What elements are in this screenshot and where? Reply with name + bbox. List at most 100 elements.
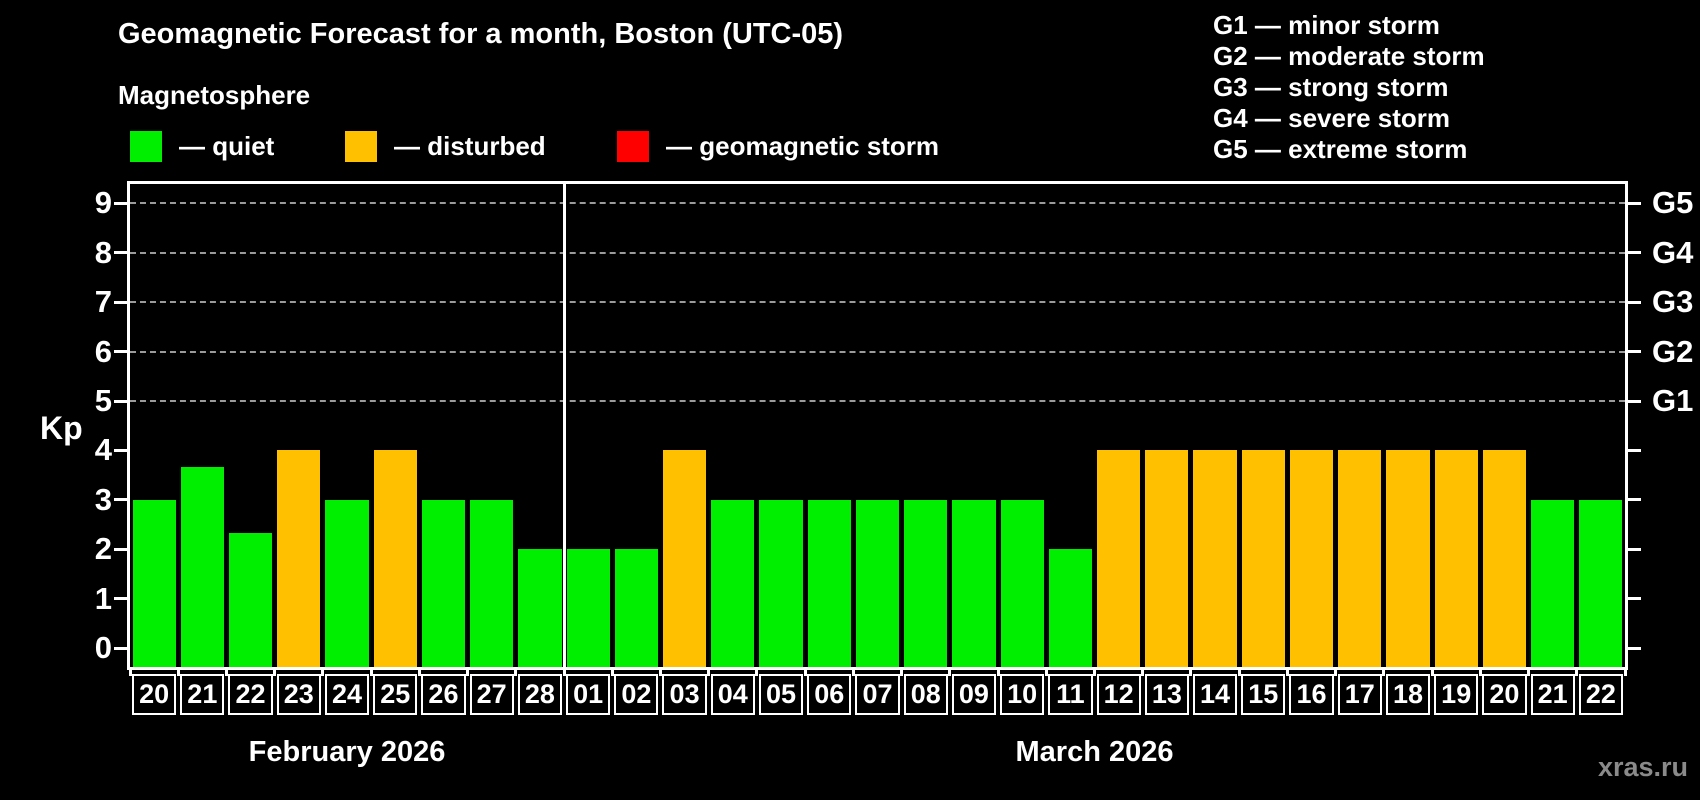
y-tick-label-0: 0	[94, 630, 112, 665]
bar-day-11-19	[1048, 549, 1092, 667]
x-tick-2	[224, 667, 228, 676]
x-tick-14	[803, 667, 807, 676]
y-tick-right-4	[1625, 448, 1641, 452]
storm-scale-line-g3: G3 — strong storm	[1213, 72, 1449, 102]
day-label-16-24: 16	[1289, 674, 1334, 715]
x-tick-1	[176, 667, 180, 676]
x-tick-28	[1478, 667, 1482, 676]
day-label-27-7: 27	[469, 674, 514, 715]
plot-frame	[127, 181, 1628, 670]
y-tick-right-7	[1625, 300, 1641, 304]
y-tick-label-8: 8	[94, 234, 112, 270]
y-tick-label-2: 2	[94, 531, 112, 567]
x-tick-22	[1189, 667, 1193, 676]
x-tick-8	[514, 667, 518, 676]
day-label-24-4: 24	[324, 674, 370, 715]
day-label-26-6: 26	[421, 674, 466, 715]
bar-day-21-1	[180, 466, 224, 667]
day-label-14-22: 14	[1192, 674, 1238, 715]
watermark: xras.ru	[1597, 752, 1688, 782]
bar-day-23-3	[277, 450, 321, 667]
day-label-11-19: 11	[1048, 674, 1093, 715]
y-tick-right-8	[1625, 251, 1641, 255]
bar-day-22-30	[1579, 499, 1623, 667]
day-label-28-8: 28	[517, 674, 563, 715]
day-label-20-28: 20	[1482, 674, 1527, 715]
bar-day-04-12	[711, 499, 755, 667]
right-axis-label-g3: G3	[1652, 284, 1694, 320]
legend-label-storm: — geomagnetic storm	[666, 131, 940, 161]
bar-day-27-7	[470, 499, 514, 667]
x-tick-21	[1141, 667, 1145, 676]
day-label-22-30: 22	[1578, 674, 1623, 715]
bar-day-05-13	[759, 499, 803, 667]
day-label-21-29: 21	[1530, 674, 1575, 715]
day-label-20-0: 20	[132, 674, 177, 715]
month-label-march: March 2026	[1015, 736, 1174, 768]
y-tick-left-3	[114, 498, 130, 502]
day-label-03-11: 03	[662, 674, 707, 715]
gridline-kp8	[130, 251, 1625, 254]
y-tick-right-6	[1625, 350, 1641, 354]
bar-day-28-8	[518, 549, 562, 667]
x-tick-31	[1623, 667, 1627, 676]
y-tick-label-4: 4	[94, 432, 112, 468]
gridline-kp5	[130, 400, 1625, 402]
x-tick-23	[1237, 667, 1241, 676]
y-tick-left-9	[114, 201, 130, 205]
day-label-19-27: 19	[1434, 674, 1479, 715]
day-label-13-21: 13	[1144, 674, 1189, 715]
bar-day-20-28	[1482, 450, 1527, 667]
x-tick-10	[610, 667, 614, 676]
day-label-02-10: 02	[614, 674, 659, 715]
y-tick-left-5	[114, 399, 130, 403]
legend-label-quiet: — quiet	[179, 131, 275, 161]
bar-day-21-29	[1531, 499, 1575, 667]
y-tick-right-3	[1625, 498, 1641, 502]
y-tick-right-0	[1625, 646, 1641, 650]
legend-swatch-storm	[617, 131, 649, 162]
day-label-23-3: 23	[276, 674, 321, 715]
y-tick-right-9	[1625, 201, 1641, 205]
x-tick-18	[996, 667, 1000, 676]
x-tick-17	[948, 667, 952, 676]
day-label-06-14: 06	[807, 674, 852, 715]
bar-day-09-17	[952, 499, 996, 667]
y-tick-right-2	[1625, 547, 1641, 551]
bar-day-26-6	[421, 499, 466, 667]
legend-swatch-quiet	[130, 131, 162, 162]
bar-day-02-10	[614, 549, 658, 667]
x-tick-27	[1430, 667, 1434, 676]
bar-day-08-16	[904, 499, 948, 667]
day-label-21-1: 21	[180, 674, 225, 715]
legend-label-disturbed: — disturbed	[394, 131, 546, 161]
day-label-18-26: 18	[1385, 674, 1431, 715]
y-tick-label-7: 7	[94, 284, 112, 320]
x-tick-29	[1527, 667, 1531, 676]
storm-scale-line-g2: G2 — moderate storm	[1213, 41, 1485, 71]
magnetosphere-legend: — quiet — disturbed — geomagnetic storm	[0, 131, 1100, 167]
bar-day-15-23	[1241, 450, 1285, 667]
day-label-17-25: 17	[1337, 674, 1382, 715]
day-label-04-12: 04	[710, 674, 755, 715]
legend-item-disturbed: — disturbed	[345, 131, 546, 162]
x-tick-3	[273, 667, 277, 676]
right-axis-label-g1: G1	[1652, 383, 1694, 418]
x-tick-15	[851, 667, 855, 676]
right-axis-label-g5: G5	[1652, 185, 1694, 221]
x-tick-5	[369, 667, 373, 676]
bar-day-20-0	[132, 499, 176, 667]
y-tick-label-6: 6	[94, 333, 112, 369]
day-label-08-16: 08	[903, 674, 948, 715]
bar-day-16-24	[1289, 450, 1334, 667]
bar-day-24-4	[325, 499, 369, 667]
y-tick-left-4	[114, 448, 130, 452]
day-label-09-17: 09	[951, 674, 997, 715]
y-tick-right-5	[1625, 399, 1641, 403]
legend-item-storm: — geomagnetic storm	[617, 131, 939, 162]
y-tick-left-2	[114, 547, 130, 551]
bar-day-17-25	[1338, 450, 1382, 667]
y-tick-label-5: 5	[94, 383, 112, 418]
x-tick-30	[1575, 667, 1579, 676]
